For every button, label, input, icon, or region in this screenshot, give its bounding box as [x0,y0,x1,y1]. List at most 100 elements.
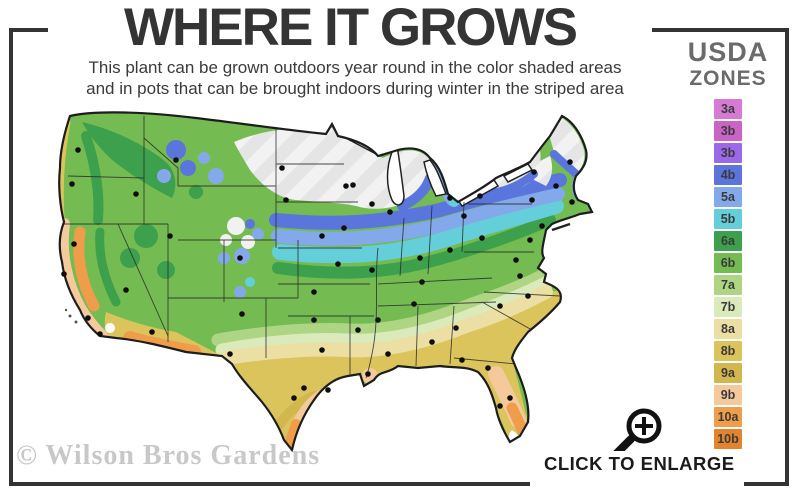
zone-band-5a [271,187,565,246]
city-dot [507,395,513,401]
zone-band-7b [215,275,555,357]
city-dot [411,301,417,307]
socal-mountain-patch [105,323,115,333]
city-dot [97,331,103,337]
city-dot [497,303,503,309]
city-dot [355,327,361,333]
city-dot [319,233,325,239]
city-dot [385,351,391,357]
city-dot [69,181,75,187]
legend-swatch-8a: 8a [714,319,742,339]
city-dots [61,147,575,409]
legend-zones: 3a 3b 3b 4b 5a 5b 6a 6b 7a 7b 8a 8b 9a 9b 10a 10b [676,99,780,449]
zone-fringe-maine [550,150,580,178]
legend-swatch-6a: 6a [714,231,742,251]
legend-swatch-4b: 4b [714,165,742,185]
zone-band-8a [219,285,553,365]
zone-band-sierra [95,227,121,307]
zone-band-10a-texas [283,419,301,450]
city-dot [311,317,317,323]
zone-band-7a [211,265,557,347]
city-dot [335,261,341,267]
legend-swatch-5a: 5a [714,187,742,207]
city-dot [369,267,375,273]
legend-swatch-7a: 7a [714,275,742,295]
zone-band-4b [269,173,567,230]
city-dot [447,195,453,201]
city-dot [513,257,519,263]
city-dot [485,365,491,371]
city-dot [239,311,245,317]
city-dot [319,347,325,353]
subtitle-line-2: and in pots that can be brought indoors … [86,79,624,98]
us-zone-map[interactable] [26,106,614,472]
frame-gap-top [48,22,652,38]
city-dot [237,255,243,261]
legend-swatch-3b: 3b [714,143,742,163]
usda-zones-legend: USDA ZONES 3a 3b 3b 4b 5a 5b 6a 6b 7a 7b 8a 8b 9a 9b 1… [676,38,780,451]
city-dot [453,325,459,331]
zone-band-cascades [81,131,104,225]
watermark: © Wilson Bros Gardens [16,440,321,471]
legend-swatch-9a: 9a [714,363,742,383]
zone-region-nw-green [82,122,176,198]
city-dot [123,287,129,293]
city-dot [479,235,485,241]
city-dot [61,271,67,277]
city-dot [525,293,531,299]
city-dot [529,197,535,203]
city-dot [341,225,347,231]
legend-swatch-9b: 9b [714,385,742,405]
zone-fringe-ny [492,170,538,196]
city-dot [369,201,375,207]
city-dot [419,279,425,285]
city-dot [167,233,173,239]
zone-band-5b [272,198,564,264]
legend-swatch-10a: 10a [714,407,742,427]
state-borders [59,114,561,379]
city-dot [517,273,523,279]
city-dot [133,191,139,197]
city-dot [477,193,483,199]
legend-swatch-5b: 5b [714,209,742,229]
subtitle: This plant can be grown outdoors year ro… [55,57,655,99]
frame-gap-bottom [530,476,744,492]
city-dot [85,315,91,321]
city-dot [75,147,81,153]
city-dot [527,237,533,243]
subtitle-line-1: This plant can be grown outdoors year ro… [88,58,622,77]
city-dot [461,213,467,219]
city-dot [569,199,575,205]
city-dot [343,183,349,189]
islands [64,222,571,324]
city-dot [497,403,503,409]
city-dot [227,351,233,357]
legend-swatch-10b: 10b [714,429,742,449]
city-dot [365,371,371,377]
zone-band-ca-valley [73,226,100,312]
city-dot [71,241,77,247]
page-title: WHERE IT GROWS [124,0,578,57]
city-dot [375,317,381,323]
city-dot [531,169,537,175]
city-dot [553,183,559,189]
click-to-enlarge-button[interactable]: CLICK TO ENLARGE [538,451,741,477]
legend-title-zones: ZONES [689,67,767,90]
legend-swatch-6b: 6b [714,253,742,273]
city-dot [429,339,435,345]
city-dot [567,159,573,165]
city-dot [387,209,393,215]
city-dot [279,165,285,171]
city-dot [539,223,545,229]
city-dot [350,182,356,188]
city-dot [283,197,289,203]
city-dot [459,357,465,363]
city-dot [301,385,307,391]
city-dot [311,289,317,295]
legend-swatch-3a: 3a [714,99,742,119]
legend-swatch-8b: 8b [714,341,742,361]
city-dot [173,157,179,163]
legend-title-usda: USDA [687,37,769,67]
city-dot [447,247,453,253]
city-dot [291,395,297,401]
